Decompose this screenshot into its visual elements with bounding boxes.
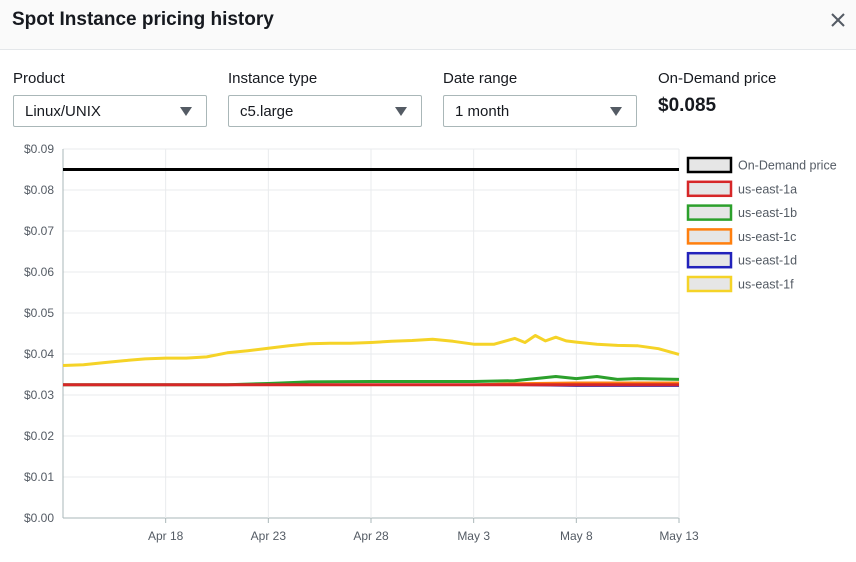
x-tick-label: Apr 23 (251, 529, 287, 543)
legend-label: us-east-1a (738, 182, 797, 196)
y-tick-label: $0.00 (24, 511, 54, 525)
legend-label: us-east-1f (738, 278, 794, 292)
x-tick-label: Apr 28 (353, 529, 389, 543)
instance-type-label: Instance type (228, 70, 318, 87)
x-tick-label: Apr 18 (148, 529, 184, 543)
legend-label: us-east-1c (738, 230, 796, 244)
product-select[interactable]: Linux/UNIX (13, 95, 207, 127)
x-tick-label: May 3 (457, 529, 490, 543)
date-range-select[interactable]: 1 month (443, 95, 637, 127)
y-tick-label: $0.03 (24, 388, 54, 402)
legend-swatch (686, 251, 733, 269)
x-tick-label: May 8 (560, 529, 593, 543)
legend-swatch (686, 204, 733, 221)
legend-label: us-east-1d (738, 254, 797, 268)
y-tick-label: $0.05 (24, 306, 54, 320)
legend-swatch (686, 156, 733, 174)
on-demand-label: On-Demand price (658, 70, 777, 87)
y-tick-label: $0.01 (24, 470, 54, 484)
instance-type-select[interactable]: c5.large (228, 95, 422, 127)
product-label: Product (13, 70, 65, 87)
date-range-label: Date range (443, 70, 518, 87)
legend-label: On-Demand price (738, 159, 837, 173)
x-tick-label: May 13 (659, 529, 699, 543)
pricing-history-chart: $0.00 $0.01 $0.02 $0.03 $0.04 $0.05 $0.06 $0.07… (24, 142, 837, 543)
y-tick-label: $0.07 (24, 224, 54, 238)
caret-down-icon (180, 107, 192, 116)
y-tick-label: $0.09 (24, 142, 54, 156)
dialog-title: Spot Instance pricing history (12, 9, 274, 30)
product-select-value: Linux/UNIX (25, 103, 101, 120)
close-icon[interactable] (826, 8, 850, 32)
y-tick-label: $0.02 (24, 429, 54, 443)
on-demand-price: $0.085 (658, 95, 717, 116)
caret-down-icon (610, 107, 622, 116)
caret-down-icon (395, 107, 407, 116)
legend-label: us-east-1b (738, 206, 797, 220)
dialog-header: Spot Instance pricing history (0, 0, 856, 50)
legend-swatch (686, 228, 733, 245)
legend-swatch (686, 275, 733, 293)
y-tick-label: $0.08 (24, 183, 54, 197)
series-line-us-east-1f (62, 334, 680, 367)
y-tick-label: $0.06 (24, 265, 54, 279)
date-range-select-value: 1 month (455, 103, 510, 120)
y-tick-label: $0.04 (24, 347, 54, 361)
legend-swatch (686, 180, 733, 198)
instance-type-select-value: c5.large (240, 103, 294, 120)
